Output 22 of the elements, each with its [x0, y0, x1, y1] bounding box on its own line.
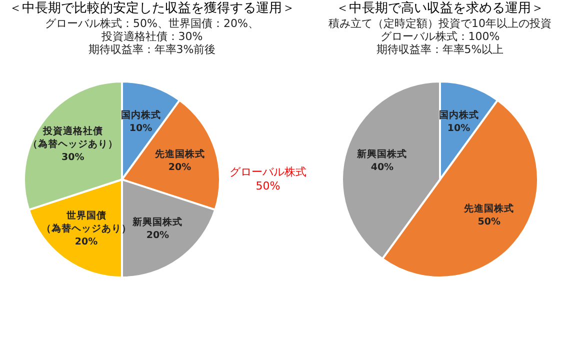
text: グローバル株式 — [230, 166, 306, 178]
text: 50% — [256, 180, 280, 192]
slice-label: 先進国株式 — [154, 148, 205, 160]
data-label: 30% — [61, 152, 85, 163]
data-label: 20% — [74, 236, 98, 248]
chart-title: ＜中長期で高い収益を求める運用＞ — [336, 0, 544, 16]
chart-title: ＜中長期で比較的安定した収益を獲得する運用＞ — [9, 0, 295, 16]
data-label: 20% — [146, 230, 170, 242]
data-label: 50% — [478, 216, 501, 228]
slice-label: 投資適格社債（為替ヘッジあり） — [28, 124, 118, 150]
text: 期待収益率：年率3%前後 — [88, 43, 216, 56]
data-label: 40% — [370, 162, 394, 174]
slice-label: 新興国株式 — [356, 148, 408, 160]
slice-label: 先進国株式 — [463, 202, 514, 215]
data-label: 20% — [168, 162, 192, 174]
slice-label: 新興国株式 — [132, 216, 183, 228]
text: 期待収益率：年率5%以上 — [376, 43, 504, 56]
slice-label: 世界国債（為替ヘッジあり） — [41, 210, 132, 235]
data-label: 10% — [447, 123, 471, 134]
chart-subtitle: 積み立て（定時定額）投資で10年以上の投資グローバル株式：100% — [328, 17, 552, 43]
data-label: 10% — [129, 123, 153, 134]
chart-subtitle: グローバル株式：50%、世界国債：20%、投資適格社債：30% — [45, 17, 259, 43]
